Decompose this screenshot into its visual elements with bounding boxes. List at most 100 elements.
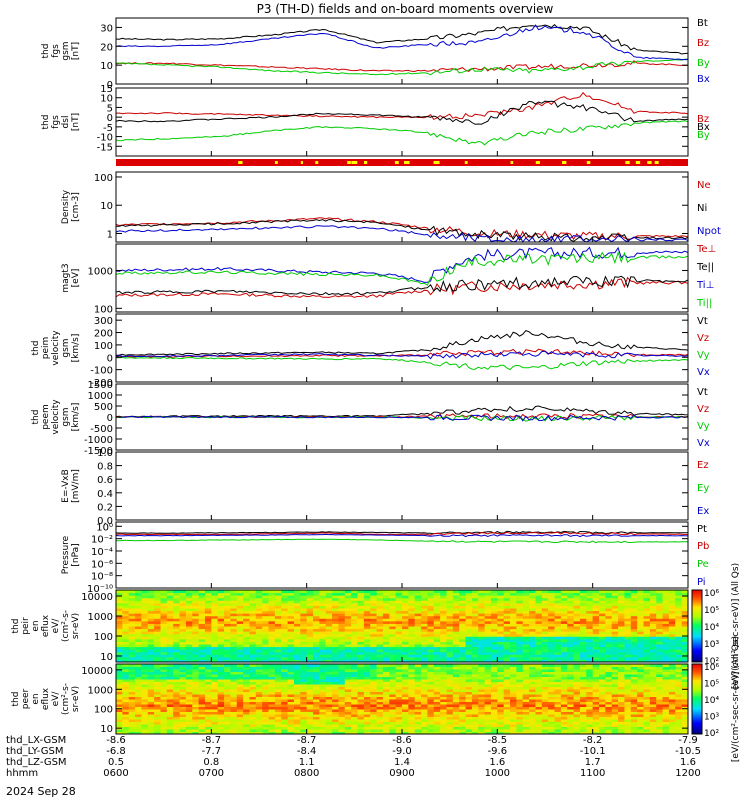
spectrogram-cell [573,664,581,667]
spectrogram-cell [274,724,282,727]
spectrogram-cell [141,701,149,705]
spectrogram-cell [204,666,212,670]
spectrogram-cell [370,674,378,677]
spectrogram-cell [370,694,378,697]
spectrogram-cell [204,623,212,627]
spectrogram-cell [382,676,390,680]
spectrogram-cell [217,613,225,617]
spectrogram-cell [681,600,689,604]
spectrogram-cell [624,592,632,596]
spectrogram-cell [573,721,581,725]
spectrogram-cell [579,608,587,612]
spectrogram-cell [592,696,600,700]
spectrogram-cell [465,633,473,637]
spectrogram-cell [681,626,689,630]
spectrogram-cell [249,709,257,712]
spectrogram-cell [300,659,308,663]
spectrogram-cell [287,602,295,606]
spectrogram-cell [313,724,320,727]
spectrogram-cell [389,669,397,672]
spectrogram-cell [408,638,416,642]
spectrogram-cell [402,711,409,715]
spectrogram-cell [255,631,263,635]
spectrogram-cell [230,701,238,705]
spectrogram-cell [452,638,460,642]
spectrogram-cell [637,646,645,650]
y-tick-label: -15 [97,142,113,153]
spectrogram-cell [497,656,505,660]
spectrogram-cell [204,671,212,675]
spectrogram-cell [192,649,200,653]
spectrogram-cell [262,691,270,695]
y-tick-label: 10 [100,61,113,72]
spectrogram-cell [586,638,594,642]
spectrogram-cell [459,671,467,675]
spectrogram-cell [516,638,524,642]
spectrogram-cell [230,656,238,660]
spectrogram-cell [274,686,282,690]
spectrogram-cell [128,615,136,619]
spectrogram-cell [478,666,486,670]
spectrogram-cell [433,731,441,735]
spectrogram-cell [319,620,327,624]
spectrogram-cell [656,633,664,637]
spectrogram-cell [166,686,174,690]
spectrogram-cell [446,623,454,627]
spectrogram-cell [605,605,613,609]
spectrogram-cell [255,615,263,619]
spectrogram-cell [300,600,308,604]
spectrogram-cell [141,592,149,596]
spectrogram-cell [344,699,352,702]
spectrogram-cell [592,706,600,710]
spectrogram-cell [535,646,543,650]
spectrogram-cell [478,592,486,596]
spectrogram-cell [274,631,282,635]
spectrogram-cell [166,701,174,705]
spectrogram-cell [490,684,498,687]
spectrogram-cell [656,649,664,653]
spectrogram-cell [605,590,613,594]
spectrogram-cell [204,592,212,596]
spectrogram-cell [211,654,219,658]
spectrogram-cell [185,623,193,627]
spectrogram-cell [211,686,219,690]
spectrogram-cell [516,696,524,700]
spectrogram-cell [179,620,187,624]
spectrogram-cell [300,689,308,692]
spectrogram-cell [147,709,155,712]
spectrogram-cell [344,731,352,735]
spectrogram-cell [268,671,276,675]
spectrogram-cell [440,595,447,599]
spectrogram-cell [535,605,543,609]
spectrogram-cell [268,701,276,705]
spectrogram-cell [306,595,314,599]
spectrogram-cell [325,636,333,640]
spectrogram-cell [503,726,511,730]
legend-entry-Pb: Pb [697,541,709,552]
spectrogram-cell [389,724,397,727]
legend-entry-Ex: Ex [697,506,709,517]
spectrogram-cell [198,719,206,722]
spectrogram-cell [274,691,282,695]
spectrogram-cell [185,659,193,663]
spectrogram-cell [262,590,270,594]
spectrogram-cell [160,644,168,648]
spectrogram-cell [281,709,289,712]
spectrogram-cell [649,620,657,624]
spectrogram-cell [605,646,613,650]
spectrogram-cell [599,706,606,710]
spectrogram-cell [427,704,435,707]
spectrogram-cell [332,724,339,727]
spectrogram-cell [408,679,416,682]
spectrogram-cell [662,649,670,653]
spectrogram-cell [427,613,435,617]
spectrogram-cell [427,620,435,624]
spectrogram-cell [325,664,333,667]
spectrogram-cell [236,638,244,642]
spectrogram-cell [624,656,632,660]
spectrogram-cell [586,724,594,727]
spectrogram-cell [192,597,200,601]
spectrogram-cell [592,592,600,596]
spectrogram-cell [224,669,231,672]
spectrogram-cell [382,679,390,682]
